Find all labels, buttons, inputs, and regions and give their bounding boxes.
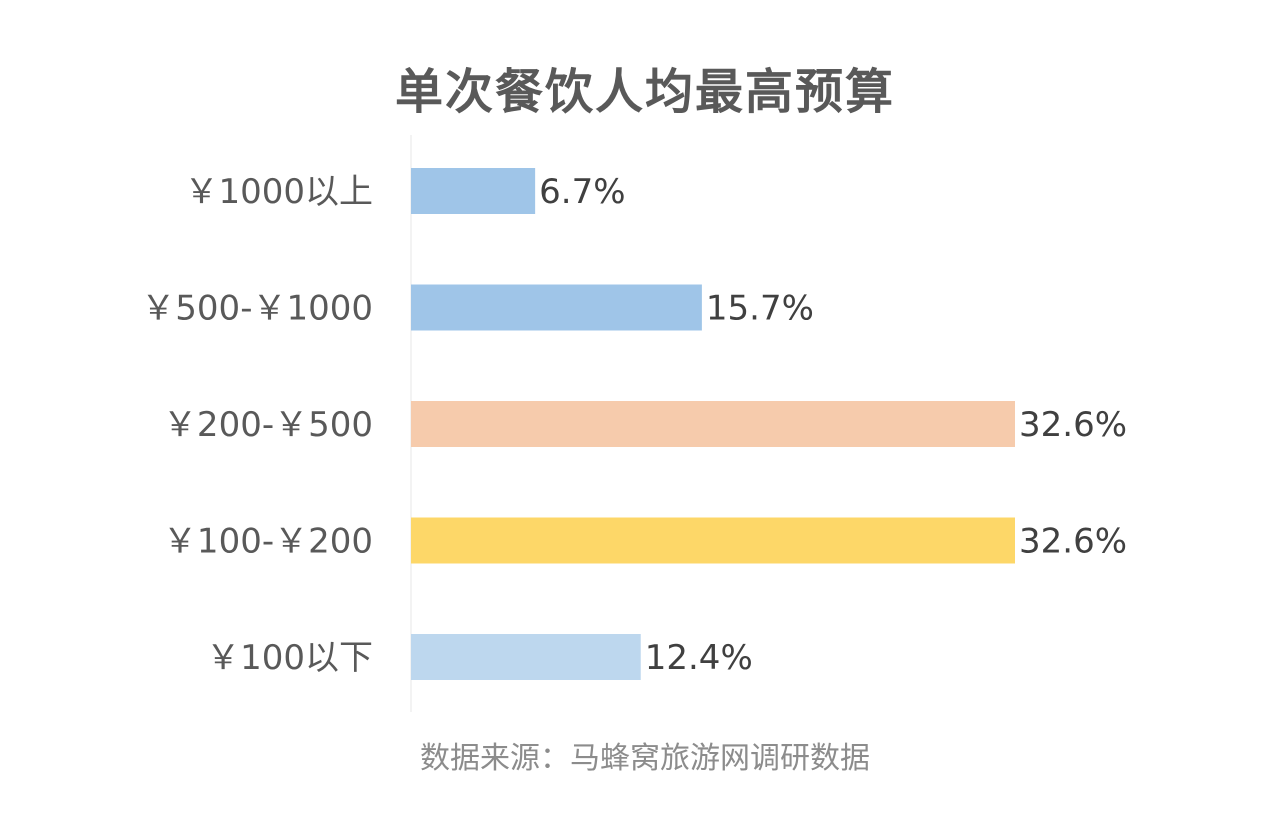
bar-3	[411, 517, 1015, 564]
bar-4	[411, 634, 641, 680]
bar-1	[411, 284, 702, 331]
category-label-1: ￥500-￥1000	[141, 289, 373, 329]
value-label-2: 32.6%	[1019, 405, 1127, 445]
category-label-3: ￥100-￥200	[163, 522, 373, 562]
category-label-4: ￥100以下	[206, 638, 373, 678]
category-label-0: ￥1000以上	[184, 172, 373, 212]
value-label-0: 6.7%	[539, 172, 625, 212]
value-label-1: 15.7%	[706, 289, 814, 329]
value-label-4: 12.4%	[645, 638, 753, 678]
category-label-2: ￥200-￥500	[163, 405, 373, 445]
bar-0	[411, 168, 536, 214]
bar-2	[411, 401, 1015, 447]
value-label-3: 32.6%	[1019, 522, 1127, 562]
source-note: 数据来源：马蜂窝旅游网调研数据	[420, 741, 870, 776]
bars-layer: ￥1000以上 6.7% ￥500-￥1000 15.7% ￥200-￥500 32.6%…	[141, 168, 1127, 680]
chart-title: 单次餐饮人均最高预算	[394, 64, 895, 120]
